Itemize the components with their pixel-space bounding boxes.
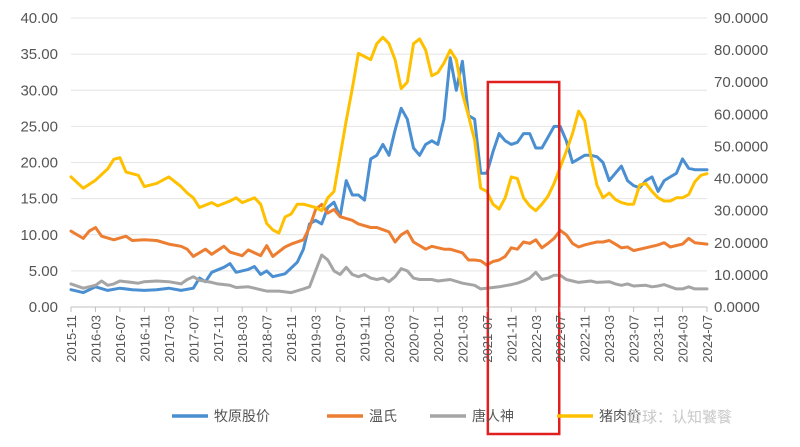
x-tick-label: 2023-07	[627, 315, 642, 363]
right-tick-label: 70.0000	[714, 74, 768, 91]
x-tick-label: 2023-11	[651, 315, 666, 362]
right-tick-label: 20.0000	[714, 235, 768, 252]
x-tick-label: 2022-11	[578, 315, 593, 362]
x-tick-label: 2021-11	[504, 315, 519, 362]
x-tick-label: 2024-03	[676, 315, 691, 363]
gridlines	[71, 17, 707, 308]
left-tick-label: 30.00	[20, 82, 58, 99]
x-tick-label: 2018-11	[284, 315, 299, 362]
x-axis: 2015-11 2016-03 2016-07 2016-11 2017-03 2017-…	[64, 307, 715, 363]
legend-label: 温氏	[369, 409, 397, 425]
left-tick-label: 15.00	[20, 191, 58, 208]
x-tick-label: 2016-11	[137, 315, 152, 362]
left-tick-label: 5.00	[29, 263, 58, 280]
left-y-axis: 0.00 5.00 10.00 15.00 20.00 25.00 30.00 35.00 40…	[20, 10, 58, 316]
x-tick-label: 2019-07	[333, 315, 348, 363]
watermark: 雪球：认知饕餮	[627, 408, 732, 426]
highlight-box	[486, 80, 561, 436]
right-tick-label: 90.0000	[714, 10, 768, 27]
legend-item: 猪肉价	[557, 409, 641, 425]
x-tick-label: 2024-07	[700, 315, 715, 363]
x-tick-label: 2015-11	[64, 315, 79, 362]
right-tick-label: 0.0000	[714, 299, 760, 316]
left-tick-label: 35.00	[20, 46, 58, 63]
x-tick-label: 2018-03	[235, 315, 250, 363]
x-tick-label: 2021-07	[480, 315, 495, 363]
x-tick-label: 2022-03	[529, 315, 544, 363]
legend-label: 牧原股价	[214, 409, 270, 425]
right-tick-label: 60.0000	[714, 106, 768, 123]
left-tick-label: 40.00	[20, 10, 58, 27]
x-tick-label: 2023-03	[602, 315, 617, 363]
right-tick-label: 40.0000	[714, 171, 768, 188]
legend-item: 唐人神	[430, 408, 514, 425]
right-tick-label: 50.0000	[714, 138, 768, 155]
series-line-温氏	[69, 202, 709, 267]
left-tick-label: 10.00	[20, 227, 58, 244]
legend-item: 牧原股价	[172, 409, 270, 425]
x-tick-label: 2017-11	[211, 315, 226, 362]
right-y-axis: 0.0000 10.0000 20.0000 30.0000 40.0000 50.000…	[714, 10, 768, 316]
x-tick-label: 2016-03	[88, 315, 103, 363]
right-tick-label: 80.0000	[714, 42, 768, 59]
x-tick-label: 2020-11	[431, 315, 446, 362]
x-tick-label: 2022-07	[553, 315, 568, 363]
x-tick-label: 2021-03	[455, 315, 470, 363]
right-tick-label: 10.0000	[714, 267, 768, 284]
x-tick-label: 2020-07	[406, 315, 421, 363]
x-tick-label: 2020-03	[382, 315, 397, 363]
x-tick-label: 2017-03	[162, 315, 177, 363]
x-tick-label: 2018-07	[260, 315, 275, 363]
left-tick-label: 25.00	[20, 118, 58, 135]
left-tick-label: 0.00	[29, 299, 58, 316]
x-tick-label: 2019-11	[358, 315, 373, 362]
highlight-rectangle	[486, 80, 561, 436]
right-tick-label: 30.0000	[714, 203, 768, 220]
left-tick-label: 20.00	[20, 155, 58, 172]
x-tick-label: 2017-07	[186, 315, 201, 363]
series-line-猪肉价	[69, 35, 709, 235]
x-tick-label: 2016-07	[113, 315, 128, 363]
series-lines	[69, 35, 709, 295]
legend-item: 温氏	[327, 409, 397, 425]
legend-label: 猪肉价	[599, 409, 641, 425]
x-tick-label: 2019-03	[309, 315, 324, 363]
legend-label: 唐人神	[472, 408, 514, 425]
series-line-唐人神	[69, 253, 709, 295]
legend: 牧原股价 温氏 唐人神 猪肉价	[172, 408, 641, 425]
series-line-牧原股价	[69, 56, 709, 295]
